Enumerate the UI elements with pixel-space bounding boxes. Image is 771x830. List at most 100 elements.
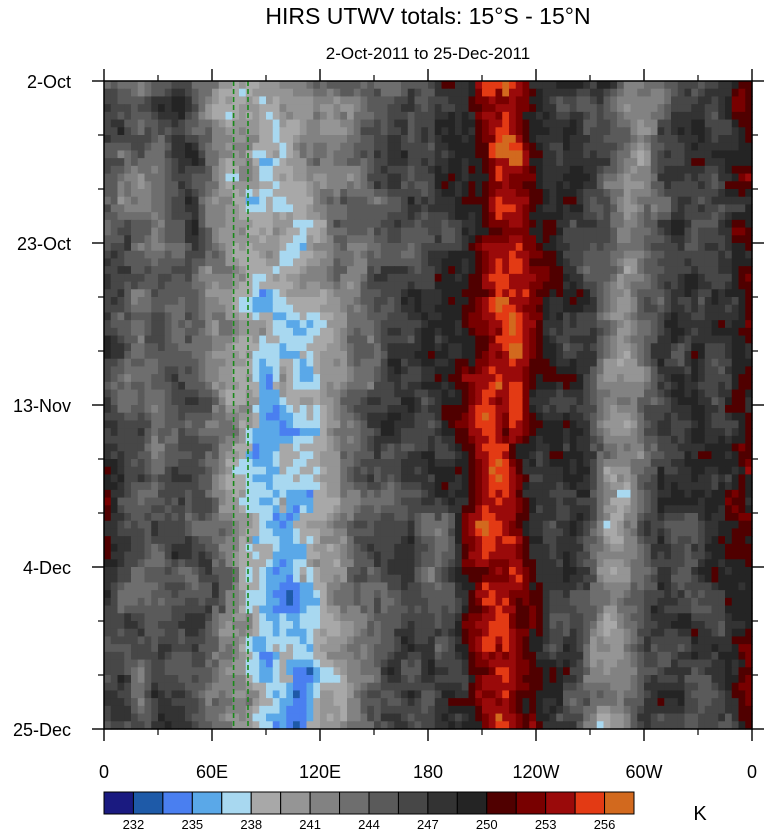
heatmap-cell bbox=[725, 127, 733, 136]
heatmap-cell bbox=[677, 158, 686, 167]
heatmap-cell bbox=[590, 420, 598, 429]
heatmap-cell bbox=[549, 181, 557, 190]
heatmap-cell bbox=[745, 135, 753, 144]
heatmap-cell bbox=[448, 381, 456, 391]
heatmap-cell bbox=[617, 235, 625, 244]
heatmap-cell bbox=[171, 366, 179, 375]
heatmap-cell bbox=[347, 466, 355, 476]
heatmap-cell bbox=[711, 466, 719, 476]
heatmap-cell bbox=[549, 304, 557, 314]
heatmap-cell bbox=[630, 135, 638, 144]
heatmap-cell bbox=[360, 227, 368, 236]
heatmap-cell bbox=[644, 474, 652, 483]
heatmap-cell bbox=[198, 474, 206, 483]
heatmap-cell bbox=[596, 196, 605, 206]
heatmap-cell bbox=[684, 119, 692, 128]
heatmap-cell bbox=[286, 165, 294, 175]
heatmap-cell bbox=[131, 235, 139, 244]
heatmap-cell bbox=[151, 219, 159, 229]
heatmap-cell bbox=[718, 158, 726, 167]
heatmap-cell bbox=[191, 258, 200, 267]
heatmap-cell bbox=[617, 119, 625, 128]
heatmap-cell bbox=[272, 196, 281, 206]
heatmap-cell bbox=[144, 204, 152, 213]
heatmap-cell bbox=[637, 250, 645, 260]
heatmap-cell bbox=[461, 289, 470, 298]
heatmap-cell bbox=[684, 273, 692, 283]
heatmap-cell bbox=[576, 304, 584, 314]
heatmap-cell bbox=[495, 281, 503, 290]
heatmap-cell bbox=[556, 474, 564, 483]
heatmap-cell bbox=[536, 320, 544, 329]
heatmap-cell bbox=[144, 219, 152, 229]
heatmap-cell bbox=[522, 320, 530, 329]
heatmap-cell bbox=[374, 435, 382, 445]
heatmap-cell bbox=[212, 219, 220, 229]
heatmap-cell bbox=[569, 459, 578, 468]
heatmap-cell bbox=[529, 335, 537, 344]
heatmap-cell bbox=[218, 435, 227, 445]
heatmap-cell bbox=[205, 320, 213, 329]
heatmap-cell bbox=[603, 451, 611, 460]
heatmap-cell bbox=[259, 281, 267, 290]
heatmap-cell bbox=[542, 142, 551, 152]
heatmap-cell bbox=[252, 351, 260, 360]
heatmap-cell bbox=[617, 405, 625, 414]
heatmap-cell bbox=[313, 289, 321, 298]
heatmap-cell bbox=[144, 135, 152, 144]
heatmap-cell bbox=[461, 127, 470, 136]
heatmap-cell bbox=[502, 343, 510, 352]
heatmap-cell bbox=[522, 258, 530, 267]
heatmap-cell bbox=[360, 459, 368, 468]
heatmap-cell bbox=[110, 135, 119, 144]
heatmap-cell bbox=[482, 150, 490, 159]
heatmap-cell bbox=[441, 135, 449, 144]
heatmap-cell bbox=[117, 266, 125, 275]
heatmap-cell bbox=[367, 412, 375, 422]
heatmap-cell bbox=[637, 281, 645, 290]
heatmap-cell bbox=[563, 343, 571, 352]
heatmap-cell bbox=[434, 158, 443, 167]
heatmap-cell bbox=[644, 258, 652, 267]
heatmap-cell bbox=[279, 381, 287, 391]
heatmap-cell bbox=[360, 412, 368, 422]
heatmap-cell bbox=[434, 335, 443, 344]
heatmap-cell bbox=[650, 320, 659, 329]
heatmap-cell bbox=[212, 127, 220, 136]
heatmap-cell bbox=[185, 273, 193, 283]
heatmap-cell bbox=[171, 435, 179, 445]
heatmap-cell bbox=[367, 96, 375, 105]
heatmap-cell bbox=[509, 127, 517, 136]
heatmap-cell bbox=[333, 343, 341, 352]
heatmap-cell bbox=[522, 412, 530, 422]
heatmap-cell bbox=[191, 142, 200, 152]
heatmap-cell bbox=[718, 81, 726, 90]
heatmap-cell bbox=[340, 374, 348, 383]
heatmap-cell bbox=[205, 389, 213, 398]
heatmap-cell bbox=[576, 474, 584, 483]
heatmap-cell bbox=[637, 181, 645, 190]
heatmap-cell bbox=[623, 135, 632, 144]
heatmap-cell bbox=[569, 397, 578, 406]
heatmap-cell bbox=[482, 81, 490, 90]
heatmap-cell bbox=[239, 428, 247, 437]
heatmap-cell bbox=[313, 428, 321, 437]
heatmap-cell bbox=[671, 374, 679, 383]
heatmap-cell bbox=[306, 165, 314, 175]
heatmap-cell bbox=[232, 227, 240, 236]
heatmap-cell bbox=[576, 327, 584, 337]
heatmap-cell bbox=[596, 127, 605, 136]
heatmap-cell bbox=[306, 289, 314, 298]
heatmap-cell bbox=[509, 88, 517, 98]
heatmap-cell bbox=[239, 96, 247, 105]
heatmap-cell bbox=[745, 428, 753, 437]
heatmap-cell bbox=[245, 119, 254, 128]
heatmap-cell bbox=[117, 435, 125, 445]
heatmap-cell bbox=[266, 351, 274, 360]
heatmap-cell bbox=[657, 189, 665, 198]
heatmap-cell bbox=[407, 173, 416, 182]
heatmap-cell bbox=[212, 405, 220, 414]
heatmap-cell bbox=[414, 81, 422, 90]
heatmap-cell bbox=[198, 243, 206, 252]
heatmap-cell bbox=[340, 281, 348, 290]
